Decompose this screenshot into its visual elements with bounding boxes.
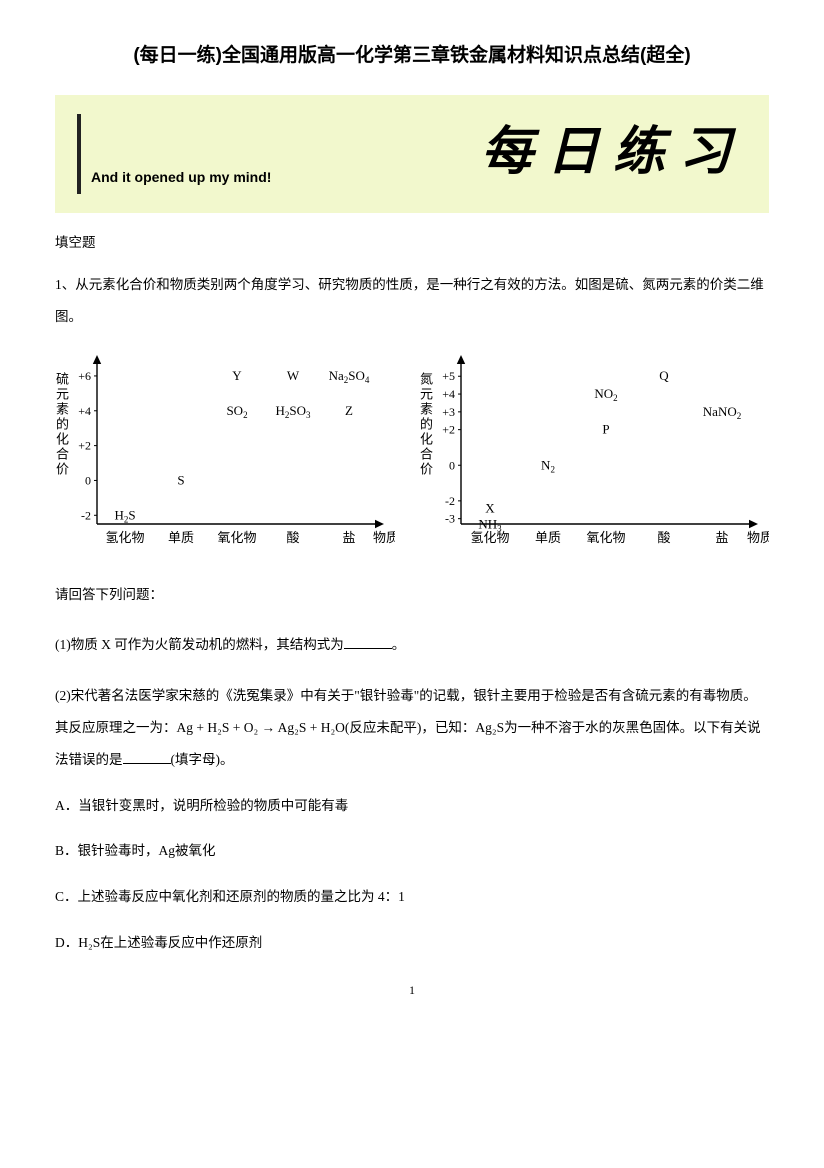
option-A: A．当银针变黑时，说明所检验的物质中可能有毒 — [55, 795, 769, 817]
svg-text:+5: +5 — [442, 369, 455, 383]
svg-text:Na2​SO4​: Na2​SO4​ — [329, 368, 370, 385]
svg-text:+2: +2 — [78, 438, 91, 452]
chart2-svg: -3 -2 0 +2 +3 +4 +5 氢化物 单质 氧化物 酸 盐 物质类别 XNH3​ N2​ P NO2​… — [419, 352, 769, 552]
svg-text:-2: -2 — [81, 508, 91, 522]
blank-2[interactable] — [123, 751, 171, 765]
svg-text:H2​S: H2​S — [114, 507, 135, 524]
svg-text:+3: +3 — [442, 405, 455, 419]
svg-text:-3: -3 — [445, 511, 455, 525]
svg-text:P: P — [602, 421, 609, 436]
option-D: D．H₂S在上述验毒反应中作还原剂 — [55, 932, 769, 954]
svg-text:盐: 盐 — [715, 530, 728, 545]
q1-1-text: (1)物质 X 可作为火箭发动机的燃料，其结构式为 — [55, 637, 344, 652]
svg-text:N2​: N2​ — [541, 457, 555, 474]
svg-text:单质: 单质 — [535, 530, 561, 545]
svg-text:NaNO2​: NaNO2​ — [703, 404, 741, 421]
chart-nitrogen: 氮元素的化合价 -3 -2 0 +2 +3 +4 +5 氢化物 单质 氧化物 酸 盐 物质类别 XNH3​… — [419, 352, 769, 557]
section-label: 填空题 — [55, 231, 769, 251]
svg-text:W: W — [287, 368, 300, 383]
blank-1[interactable] — [344, 636, 392, 650]
svg-text:单质: 单质 — [168, 530, 194, 545]
svg-text:X: X — [485, 500, 495, 515]
svg-text:SO2​: SO2​ — [226, 403, 247, 420]
svg-text:S: S — [177, 472, 184, 487]
banner-right-calligraphy: 每日练习 — [481, 109, 745, 184]
svg-text:+6: +6 — [78, 369, 91, 383]
svg-text:酸: 酸 — [286, 530, 299, 545]
svg-text:+4: +4 — [78, 404, 91, 418]
svg-text:NO2​: NO2​ — [594, 386, 617, 403]
chart1-svg: -2 0 +2 +4 +6 氢化物 单质 氧化物 酸 盐 物质类别 H2​S S SO2​ Y H2​SO3​… — [55, 352, 395, 552]
svg-text:+4: +4 — [442, 387, 455, 401]
banner-vertical-bar — [77, 114, 81, 194]
question-followup: 请回答下列问题： — [55, 579, 769, 611]
question-1-1: (1)物质 X 可作为火箭发动机的燃料，其结构式为 。 — [55, 629, 769, 661]
page-number: 1 — [55, 983, 769, 998]
svg-text:0: 0 — [85, 473, 91, 487]
svg-text:Z: Z — [345, 403, 353, 418]
svg-text:-2: -2 — [445, 494, 455, 508]
chart2-ylabel: 氮元素的化合价 — [419, 372, 432, 477]
svg-text:Y: Y — [232, 368, 242, 383]
svg-text:氧化物: 氧化物 — [586, 530, 625, 545]
svg-text:氢化物: 氢化物 — [470, 530, 509, 545]
banner-left-text: And it opened up my mind! — [91, 169, 271, 185]
chart-sulfur: 硫元素的化合价 -2 0 +2 +4 +6 氢化物 单质 氧化物 酸 盐 物质类别 H2​S S SO2​… — [55, 352, 395, 557]
svg-text:氧化物: 氧化物 — [217, 530, 256, 545]
option-C: C．上述验毒反应中氧化剂和还原剂的物质的量之比为 4：1 — [55, 886, 769, 908]
charts-row: 硫元素的化合价 -2 0 +2 +4 +6 氢化物 单质 氧化物 酸 盐 物质类别 H2​S S SO2​… — [55, 352, 769, 557]
svg-text:物质类别: 物质类别 — [373, 530, 395, 545]
svg-text:+2: +2 — [442, 422, 455, 436]
q1-1-tail: 。 — [392, 637, 406, 652]
svg-text:酸: 酸 — [657, 530, 670, 545]
svg-text:Q: Q — [659, 368, 669, 383]
svg-text:NH3​: NH3​ — [478, 516, 502, 533]
svg-text:盐: 盐 — [342, 530, 355, 545]
svg-text:物质类别: 物质类别 — [747, 530, 769, 545]
svg-text:0: 0 — [449, 458, 455, 472]
option-B: B．银针验毒时，Ag被氧化 — [55, 840, 769, 862]
svg-text:H2​SO3​: H2​SO3​ — [275, 403, 311, 420]
chart1-ylabel: 硫元素的化合价 — [55, 372, 68, 477]
q1-2-tail: (填字母)。 — [171, 752, 234, 767]
banner: And it opened up my mind! 每日练习 — [55, 95, 769, 213]
question-1-intro: 1、从元素化合价和物质类别两个角度学习、研究物质的性质，是一种行之有效的方法。如… — [55, 269, 769, 334]
page-title: (每日一练)全国通用版高一化学第三章铁金属材料知识点总结(超全) — [55, 40, 769, 67]
svg-text:氢化物: 氢化物 — [105, 530, 144, 545]
question-1-2: (2)宋代著名法医学家宋慈的《洗冤集录》中有关于"银针验毒"的记载，银针主要用于… — [55, 680, 769, 777]
